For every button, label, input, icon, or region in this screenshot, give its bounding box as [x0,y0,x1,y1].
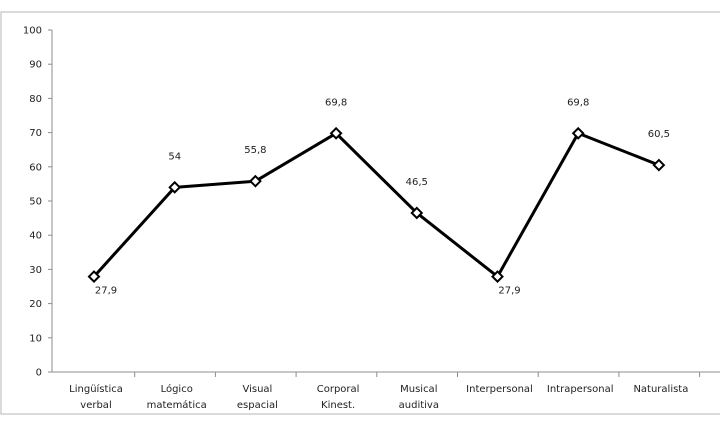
data-point [491,270,504,283]
x-tick-label: Interpersonal [466,384,533,395]
data-label: 60,5 [648,129,670,140]
data-label: 54 [168,151,181,162]
data-label: 69,8 [567,97,589,108]
data-point [329,126,343,140]
data-point [87,270,101,283]
x-tick-label: Visual [242,384,272,395]
data-point [410,206,424,220]
data-point [652,158,666,172]
y-tick-label: 70 [29,128,42,139]
data-label: 46,5 [406,177,428,188]
series-line [92,131,660,279]
y-tick-label: 20 [29,299,42,310]
x-tick-label: Lingüística [69,383,123,395]
x-tick-label: Naturalista [633,384,688,395]
x-tick-label: Corporal [317,384,360,395]
y-tick-label: 30 [29,265,42,276]
x-tick-label: auditiva [399,400,439,411]
x-tick-label: Lógico [161,383,193,395]
y-tick-label: 40 [29,231,42,242]
y-tick-label: 100 [23,26,42,37]
data-point [248,174,262,188]
y-tick-label: 50 [29,197,42,208]
x-tick-label: Musical [400,384,437,395]
x-tick-label: verbal [80,400,111,411]
x-tick-label: Intrapersonal [547,384,614,395]
y-tick-label: 60 [29,162,42,173]
data-label: 27,9 [95,286,117,297]
data-label: 55,8 [244,145,266,156]
y-tick-label: 90 [29,60,42,71]
data-label: 27,9 [498,286,520,297]
y-tick-label: 80 [29,94,42,105]
data-label: 69,8 [325,97,347,108]
x-tick-label: espacial [237,400,278,411]
x-tick-label: Kinest. [321,400,355,411]
y-tick-label: 10 [29,333,42,344]
chart-area-border [0,11,720,415]
x-tick-label: matemática [147,399,207,411]
data-point [168,180,182,194]
y-tick-label: 0 [36,368,42,379]
data-point [571,126,585,140]
